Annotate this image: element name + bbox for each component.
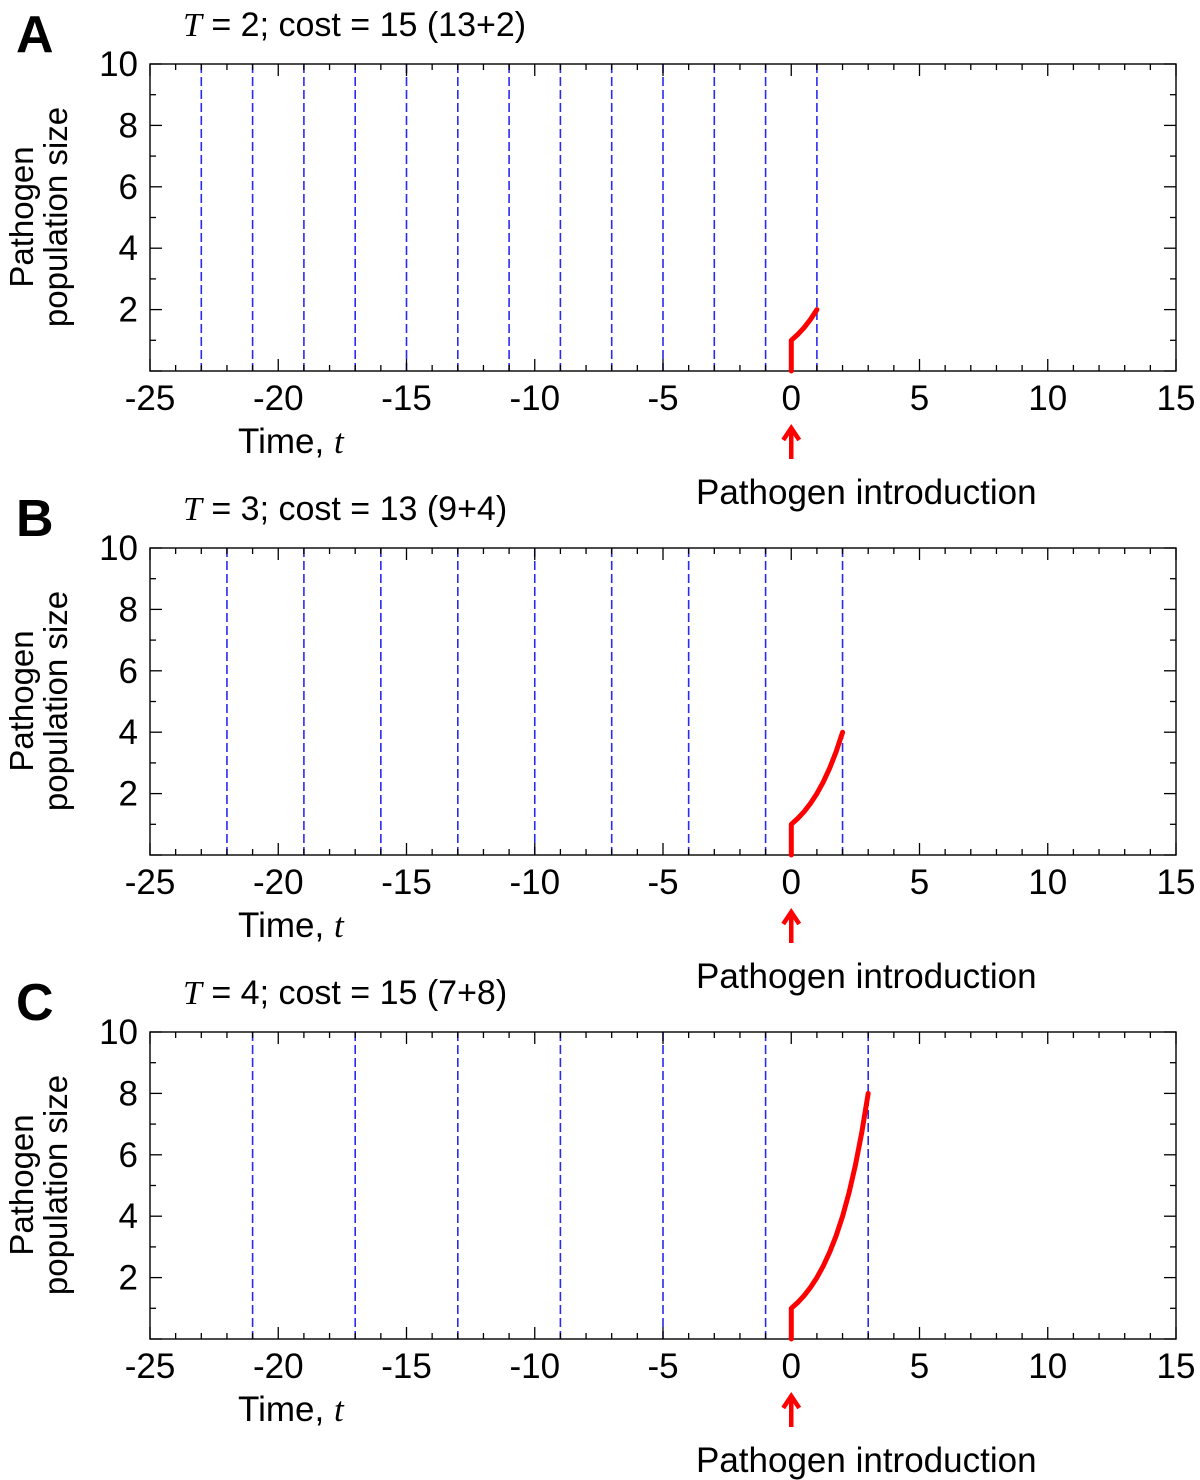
x-tick-label: -15: [381, 863, 432, 902]
y-axis-label-line: Pathogen: [3, 1114, 40, 1255]
x-tick-label: 10: [1028, 379, 1067, 418]
panel-letter: A: [16, 6, 54, 64]
title-variable: T: [183, 7, 204, 44]
x-tick-label: 0: [782, 379, 801, 418]
x-tick-label: 5: [910, 863, 929, 902]
chart-title: T = 2; cost = 15 (13+2): [183, 6, 526, 44]
title-variable: T: [183, 491, 204, 528]
chart-title: T = 3; cost = 13 (9+4): [183, 490, 507, 528]
x-axis-label: Time, t: [238, 422, 345, 461]
x-axis-label-variable: t: [334, 906, 345, 945]
x-axis-label-variable: t: [334, 1390, 345, 1429]
y-tick-label: 2: [119, 291, 138, 330]
title-text: = 3; cost = 13 (9+4): [202, 490, 507, 528]
x-tick-label: 5: [910, 1347, 929, 1386]
x-tick-label: -20: [253, 379, 304, 418]
x-tick-label: -25: [125, 863, 176, 902]
annotation-label: Pathogen introduction: [696, 473, 1037, 512]
panel-letter: B: [16, 490, 54, 548]
chart-panel-c: C T = 4; cost = 15 (7+8) -25 -20 -15 -10 -5 0 5 1…: [3, 974, 1195, 1480]
x-tick-label: -10: [509, 379, 560, 418]
y-axis-label: Pathogenpopulation size: [3, 591, 74, 811]
y-tick-label: 4: [119, 713, 138, 752]
introduction-arrow-head: [781, 1391, 802, 1410]
x-tick-label: 15: [1157, 1347, 1196, 1386]
y-tick-label: 6: [119, 652, 138, 691]
y-tick-label: 10: [99, 45, 138, 84]
y-tick-label: 10: [99, 529, 138, 568]
x-tick-label: -5: [647, 863, 678, 902]
x-tick-label: -5: [647, 1347, 678, 1386]
y-tick-label: 6: [119, 168, 138, 207]
chart-title: T = 4; cost = 15 (7+8): [183, 974, 507, 1012]
title-text: = 4; cost = 15 (7+8): [202, 974, 507, 1012]
pathogen-curve: [788, 307, 820, 374]
y-axis-label-line: Pathogen: [3, 630, 40, 771]
x-tick-label: 0: [782, 1347, 801, 1386]
y-tick-label: 8: [119, 106, 138, 145]
y-tick-label: 6: [119, 1136, 138, 1175]
x-tick-label: -10: [509, 863, 560, 902]
introduction-arrow-head: [781, 423, 802, 442]
x-tick-label: -5: [647, 379, 678, 418]
y-tick-label: 8: [119, 590, 138, 629]
y-axis-label-line: population size: [37, 107, 74, 327]
x-tick-label: 0: [782, 863, 801, 902]
panel-letter: C: [16, 974, 54, 1032]
x-tick-label: 10: [1028, 1347, 1067, 1386]
x-axis-label-text: Time,: [238, 1390, 334, 1429]
introduction-arrow-head: [781, 907, 802, 926]
y-tick-label: 8: [119, 1074, 138, 1113]
x-tick-label: 10: [1028, 863, 1067, 902]
y-tick-label: 4: [119, 1197, 138, 1236]
x-tick-label: -15: [381, 379, 432, 418]
annotation-label: Pathogen introduction: [696, 957, 1037, 996]
x-axis-label: Time, t: [238, 1390, 345, 1429]
x-tick-label: -10: [509, 1347, 560, 1386]
title-variable: T: [183, 975, 204, 1012]
x-axis-label-variable: t: [334, 422, 345, 461]
x-axis-label-text: Time,: [238, 906, 334, 945]
x-axis-label: Time, t: [238, 906, 345, 945]
y-axis-label: Pathogenpopulation size: [3, 107, 74, 327]
x-axis-label-text: Time,: [238, 422, 334, 461]
x-tick-label: 5: [910, 379, 929, 418]
x-tick-label: -15: [381, 1347, 432, 1386]
pathogen-curve: [788, 729, 846, 858]
y-tick-label: 4: [119, 229, 138, 268]
x-tick-label: -25: [125, 379, 176, 418]
chart-panel-b: B T = 3; cost = 13 (9+4) -25 -20 -15 -10 -5 0 5 1…: [3, 490, 1195, 996]
x-tick-label: -20: [253, 1347, 304, 1386]
x-tick-label: 15: [1157, 379, 1196, 418]
y-tick-label: 2: [119, 1259, 138, 1298]
y-tick-label: 10: [99, 1013, 138, 1052]
y-tick-label: 2: [119, 775, 138, 814]
title-text: = 2; cost = 15 (13+2): [202, 6, 526, 44]
x-tick-label: -25: [125, 1347, 176, 1386]
annotation-label: Pathogen introduction: [696, 1441, 1037, 1480]
chart-panel-a: A T = 2; cost = 15 (13+2) -25 -20 -15 -10 -5 0 5…: [3, 6, 1195, 512]
x-tick-label: -20: [253, 863, 304, 902]
y-axis-label-line: Pathogen: [3, 146, 40, 287]
y-axis-label-line: population size: [37, 1075, 74, 1295]
y-axis-label: Pathogenpopulation size: [3, 1075, 74, 1295]
pathogen-curve: [788, 1090, 871, 1342]
x-tick-label: 15: [1157, 863, 1196, 902]
y-axis-label-line: population size: [37, 591, 74, 811]
